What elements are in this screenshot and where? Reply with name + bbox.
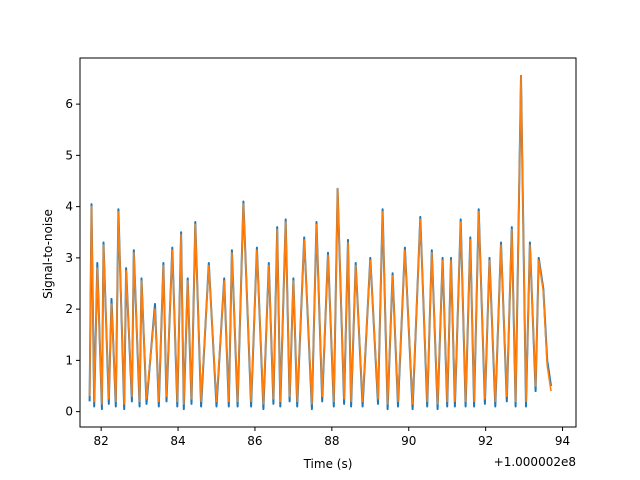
x-tick-label: 88 [324,434,339,448]
x-tick-label: 82 [94,434,109,448]
plot-area [88,74,552,411]
y-tick-label: 0 [65,405,73,419]
y-axis-ticks: 0 1 2 3 4 5 6 [65,97,80,419]
x-tick-label: 84 [170,434,185,448]
axes-frame [79,57,577,428]
x-axis-offset-label: +1.000002e8 [494,455,576,469]
y-tick-label: 4 [65,200,73,214]
x-axis-label: Time (s) [303,457,353,471]
x-tick-label: 86 [247,434,262,448]
y-tick-label: 6 [65,97,73,111]
y-tick-label: 1 [65,353,73,367]
x-axis-ticks: 82 84 86 88 90 92 94 [94,427,570,448]
x-tick-label: 90 [401,434,416,448]
y-axis-label: Signal-to-noise [41,209,55,299]
x-tick-label: 92 [478,434,493,448]
x-tick-label: 94 [555,434,570,448]
y-tick-label: 5 [65,148,73,162]
y-tick-label: 3 [65,251,73,265]
y-tick-label: 2 [65,302,73,316]
series-line-2 [88,75,552,405]
